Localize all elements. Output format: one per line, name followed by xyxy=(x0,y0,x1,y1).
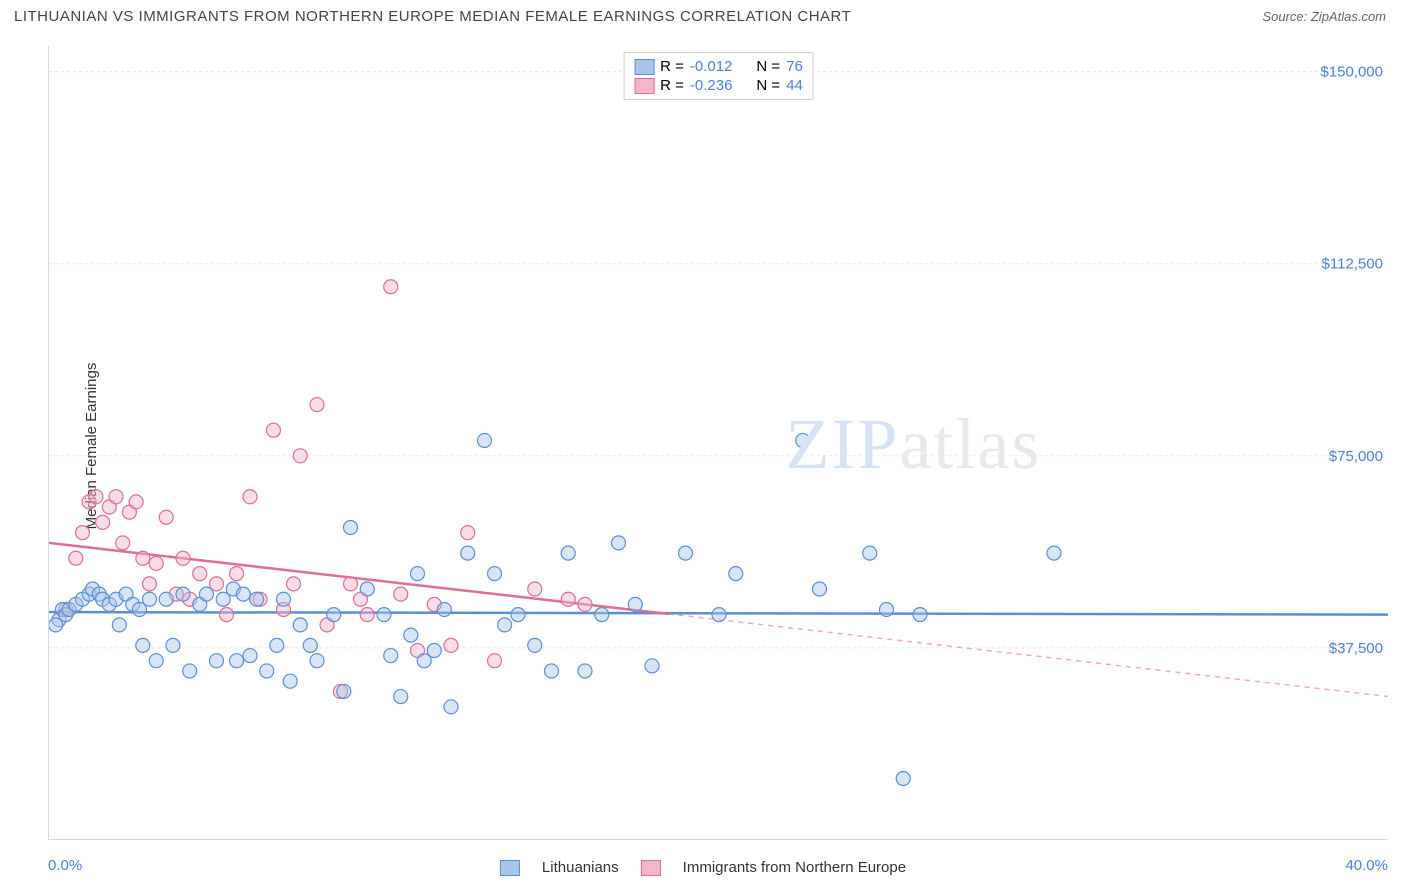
svg-text:$150,000: $150,000 xyxy=(1320,64,1383,81)
legend-series: Lithuanians Immigrants from Northern Eur… xyxy=(500,859,906,876)
stat-r-value: -0.236 xyxy=(690,77,733,94)
source-attribution: Source: ZipAtlas.com xyxy=(1262,9,1386,24)
svg-text:$37,500: $37,500 xyxy=(1329,640,1383,657)
swatch-icon xyxy=(634,59,654,75)
stat-n-label: N = xyxy=(756,58,780,75)
chart-title: LITHUANIAN VS IMMIGRANTS FROM NORTHERN E… xyxy=(14,8,851,25)
title-bar: LITHUANIAN VS IMMIGRANTS FROM NORTHERN E… xyxy=(0,0,1406,33)
svg-text:$112,500: $112,500 xyxy=(1322,256,1383,273)
stat-n-label: N = xyxy=(756,77,780,94)
stat-r-label: R = xyxy=(660,77,684,94)
chart-svg: $37,500 $75,000 $112,500 $150,000 xyxy=(49,46,1388,839)
stat-r-value: -0.012 xyxy=(690,58,733,75)
legend-stat-row: R = -0.236 N = 44 xyxy=(634,76,803,95)
swatch-icon xyxy=(500,860,520,876)
swatch-icon xyxy=(634,78,654,94)
legend-stat-row: R = -0.012 N = 76 xyxy=(634,57,803,76)
legend-stats-box: R = -0.012 N = 76 R = -0.236 N = 44 xyxy=(623,52,814,100)
stat-n-value: 44 xyxy=(786,77,803,94)
x-axis-min-label: 0.0% xyxy=(48,857,82,874)
legend-label: Immigrants from Northern Europe xyxy=(683,859,906,876)
stat-n-value: 76 xyxy=(786,58,803,75)
svg-text:$75,000: $75,000 xyxy=(1329,448,1383,465)
plot-area: $37,500 $75,000 $112,500 $150,000 R = -0.01… xyxy=(48,46,1388,840)
swatch-icon xyxy=(641,860,661,876)
stat-r-label: R = xyxy=(660,58,684,75)
x-axis-max-label: 40.0% xyxy=(1345,857,1388,874)
legend-label: Lithuanians xyxy=(542,859,619,876)
